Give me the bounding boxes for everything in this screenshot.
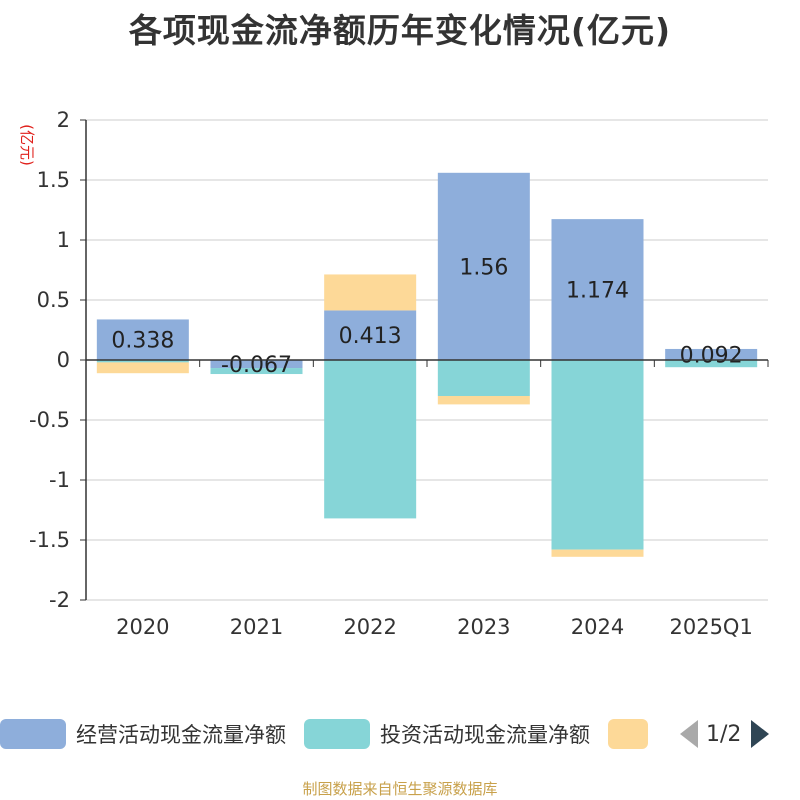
legend-swatch-operating (0, 719, 66, 749)
x-tick-label-2020: 2020 (116, 615, 169, 639)
legend-pager: 1/2 (680, 720, 770, 748)
y-tick-label: 0 (57, 348, 70, 372)
legend-page-indicator: 1/2 (706, 721, 742, 747)
x-tick-label-2024: 2024 (571, 615, 624, 639)
y-tick-label: -0.5 (29, 408, 70, 432)
y-tick-label: -1.5 (29, 528, 70, 552)
bar-2024-series-0 (551, 219, 644, 360)
y-tick-label: -2 (49, 588, 70, 612)
data-label-2020: 0.338 (111, 329, 174, 354)
y-tick-label: 0.5 (37, 288, 70, 312)
legend-next-icon[interactable] (751, 720, 770, 748)
data-label-2024: 1.174 (566, 279, 629, 304)
data-source-note: 制图数据来自恒生聚源数据库 (302, 780, 498, 798)
chart-plot: 2 1.5 1 0.5 0 -0.5 -1 -1.5 -2 (亿元) 0.338 -0.067 0.41… (18, 108, 769, 639)
y-axis-label: (亿元) (18, 124, 36, 166)
legend-label-operating: 经营活动现金流量净额 (76, 723, 286, 747)
data-label-2025Q1: 0.092 (680, 343, 743, 368)
y-tick-label: -1 (49, 468, 70, 492)
legend-item-investing[interactable]: 投资活动现金流量净额 (304, 719, 590, 749)
chart-title: 各项现金流净额历年变化情况(亿元) (128, 11, 672, 50)
bar-2025Q1-series-0 (665, 348, 758, 360)
bar-2023-series-1 (437, 360, 530, 396)
bar-2022-series-0 (324, 310, 417, 360)
chart-legend: 经营活动现金流量净额 投资活动现金流量净额 1/2 (0, 716, 770, 752)
data-label-2021: -0.067 (221, 353, 292, 378)
bar-2024-series-2 (551, 549, 644, 557)
legend-prev-icon[interactable] (680, 720, 698, 748)
legend-swatch-financing (608, 719, 648, 749)
legend-swatch-investing (304, 719, 370, 749)
y-tick-label: 2 (57, 108, 70, 132)
bar-2023-series-0 (437, 172, 530, 360)
x-tick-label-2021: 2021 (230, 615, 283, 639)
bar-2021-series-1 (210, 368, 303, 375)
bar-2023-series-2 (437, 396, 530, 405)
x-tick-label-2023: 2023 (457, 615, 510, 639)
bar-2020-series-0 (96, 319, 189, 360)
bar-2024-series-1 (551, 360, 644, 550)
bar-2021-series-0 (210, 360, 303, 369)
bar-2022-series-2 (324, 274, 417, 311)
legend-item-operating[interactable]: 经营活动现金流量净额 (0, 719, 286, 749)
bar-2020-series-1 (96, 360, 189, 363)
y-tick-label: 1 (57, 228, 70, 252)
data-label-2022: 0.413 (339, 324, 402, 349)
bar-2020-series-2 (96, 362, 189, 374)
bar-2022-series-1 (324, 360, 417, 519)
x-tick-label-2025Q1: 2025Q1 (669, 615, 752, 639)
legend-item-financing[interactable] (608, 719, 658, 749)
bar-2025Q1-series-1 (665, 360, 758, 368)
data-label-2023: 1.56 (459, 255, 508, 280)
legend-label-investing: 投资活动现金流量净额 (380, 723, 590, 747)
y-tick-label: 1.5 (37, 168, 70, 192)
x-tick-label-2022: 2022 (343, 615, 396, 639)
